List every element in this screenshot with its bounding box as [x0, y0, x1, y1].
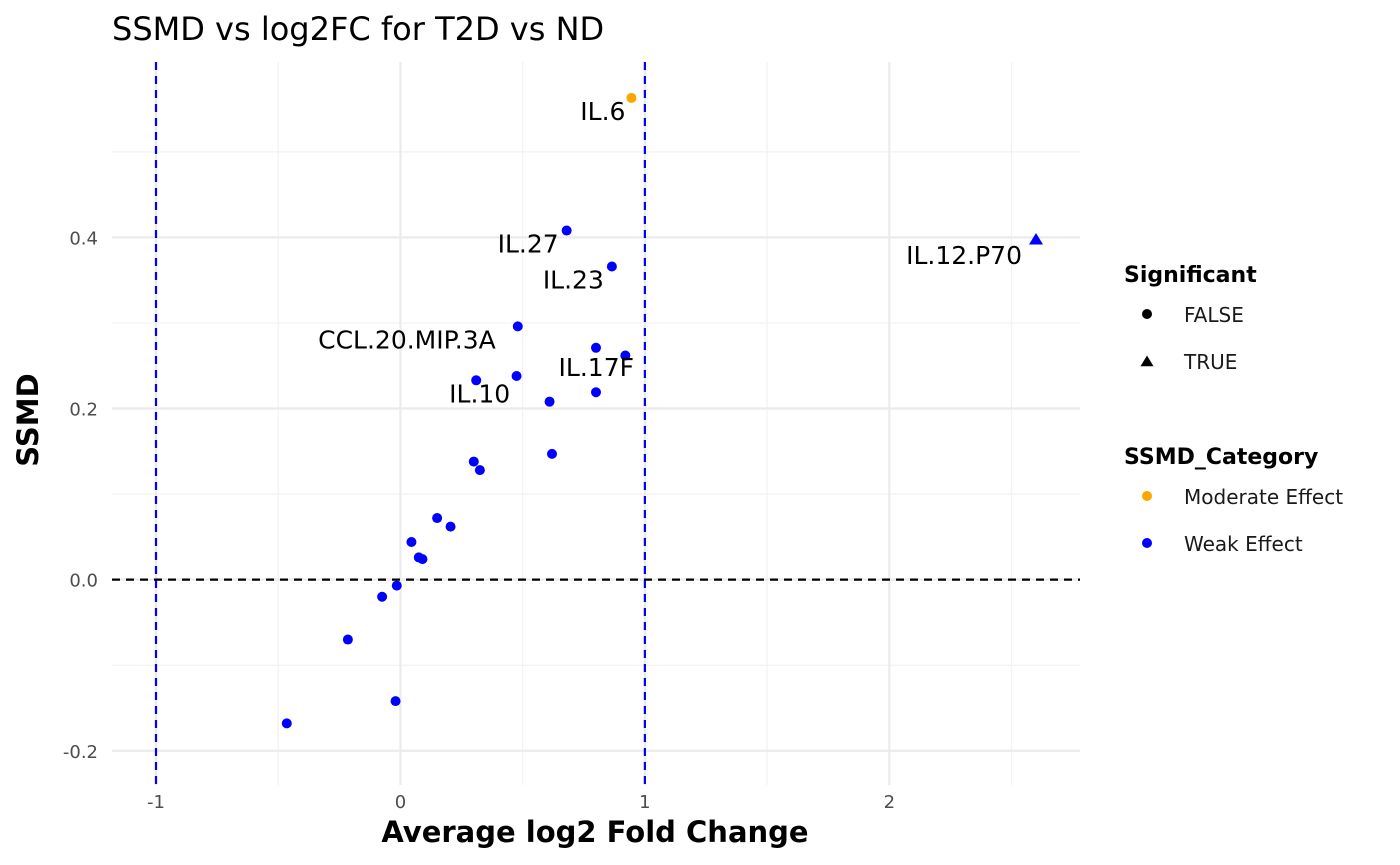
data-point-triangle [1029, 232, 1043, 245]
legend-label: TRUE [1183, 350, 1237, 374]
x-tick-label: -1 [147, 792, 165, 813]
x-tick-label: 0 [395, 792, 406, 813]
grid [112, 62, 1080, 785]
data-point [390, 696, 401, 707]
data-point [471, 375, 482, 386]
legend: Significant FALSE TRUE SSMD_Category Moderat… [1124, 263, 1343, 556]
point-label: IL.23 [543, 265, 604, 294]
data-point [417, 554, 428, 565]
data-point [445, 521, 456, 532]
data-point [342, 634, 353, 645]
data-point [561, 225, 572, 236]
data-points [281, 92, 1043, 729]
data-point [547, 448, 557, 459]
x-tick-label: 2 [884, 792, 895, 813]
axis-ticks: -1 0 1 2 -0.2 0.0 0.2 0.4 [63, 228, 895, 813]
data-point [626, 92, 637, 103]
data-point [591, 342, 601, 353]
data-point [406, 537, 417, 548]
legend-label: FALSE [1184, 303, 1244, 327]
reference-lines [112, 62, 1080, 785]
y-tick-label: 0.0 [69, 571, 98, 592]
point-labels: IL.6 IL.12.P70 IL.27 IL.23 CCL.20.MIP.3A IL.1… [318, 97, 1022, 408]
y-tick-label: -0.2 [63, 742, 98, 763]
data-point [281, 718, 292, 729]
data-point [468, 456, 479, 467]
legend-key-triangle [1140, 355, 1154, 367]
data-point [511, 371, 522, 382]
y-tick-label: 0.2 [69, 400, 98, 421]
point-label: CCL.20.MIP.3A [318, 325, 496, 354]
chart-title: SSMD vs log2FC for T2D vs ND [112, 10, 604, 48]
data-point [512, 321, 523, 332]
legend-key-circle [1142, 491, 1152, 501]
legend-title: Significant [1124, 263, 1257, 288]
y-tick-label: 0.4 [69, 228, 98, 249]
x-tick-label: 1 [639, 792, 650, 813]
data-point [606, 261, 617, 272]
y-axis-title: SSMD [11, 373, 45, 466]
legend-label: Moderate Effect [1184, 485, 1343, 509]
data-point [591, 387, 601, 398]
legend-key-circle [1142, 538, 1152, 548]
data-point [432, 513, 443, 524]
legend-label: Weak Effect [1184, 532, 1303, 556]
point-label: IL.17F [559, 353, 634, 382]
point-label: IL.6 [580, 97, 625, 126]
data-point [544, 396, 555, 407]
data-point [620, 350, 631, 361]
data-point [474, 465, 485, 476]
point-label: IL.10 [449, 379, 510, 408]
x-axis-title: Average log2 Fold Change [381, 815, 808, 849]
point-label: IL.27 [498, 230, 559, 259]
legend-title: SSMD_Category [1124, 445, 1318, 470]
legend-key-circle [1142, 309, 1152, 319]
point-label: IL.12.P70 [906, 241, 1022, 270]
data-point [377, 591, 388, 602]
data-point [391, 580, 402, 591]
